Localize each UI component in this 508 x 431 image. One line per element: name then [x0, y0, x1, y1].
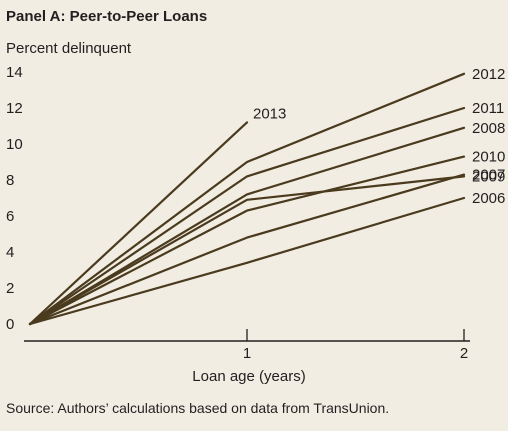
- y-tick-label-10: 10: [6, 136, 23, 153]
- series-line-2007: [28, 173, 466, 326]
- y-tick-label-0: 0: [6, 316, 14, 333]
- series-label-2007: 2007: [472, 167, 505, 184]
- series-label-2010: 2010: [472, 149, 505, 166]
- x-axis-label-wrap: Loan age (years): [0, 368, 508, 385]
- y-tick-label-6: 6: [6, 208, 14, 225]
- series-label-2011: 2011: [472, 100, 504, 117]
- source-note: Source: Authors’ calculations based on d…: [6, 400, 390, 416]
- series-line-2009: [28, 175, 466, 326]
- series-label-2006: 2006: [472, 190, 505, 207]
- panel-title: Panel A: Peer-to-Peer Loans: [6, 8, 208, 25]
- y-tick-label-2: 2: [6, 280, 14, 297]
- series-line-2008: [28, 126, 466, 326]
- y-axis-label: Percent delinquent: [6, 40, 132, 57]
- series-line-2012: [28, 72, 466, 326]
- series-lines: [28, 72, 466, 326]
- series-line-2011: [28, 106, 466, 326]
- y-tick-label-8: 8: [6, 172, 14, 189]
- series-label-2009: 2009: [472, 168, 505, 185]
- series-line-2006: [28, 196, 466, 326]
- y-tick-label-4: 4: [6, 244, 14, 261]
- series-line-2013: [28, 121, 249, 326]
- series-label-2012: 2012: [472, 66, 505, 83]
- x-tick-label-2: 2: [460, 345, 468, 362]
- series-label-2008: 2008: [472, 120, 505, 137]
- y-tick-label-14: 14: [6, 64, 23, 81]
- y-tick-label-12: 12: [6, 100, 23, 117]
- series-line-2010: [28, 155, 466, 326]
- x-tick-label-1: 1: [243, 345, 251, 362]
- series-label-2013: 2013: [253, 105, 286, 122]
- x-axis-label: Loan age (years): [192, 368, 306, 385]
